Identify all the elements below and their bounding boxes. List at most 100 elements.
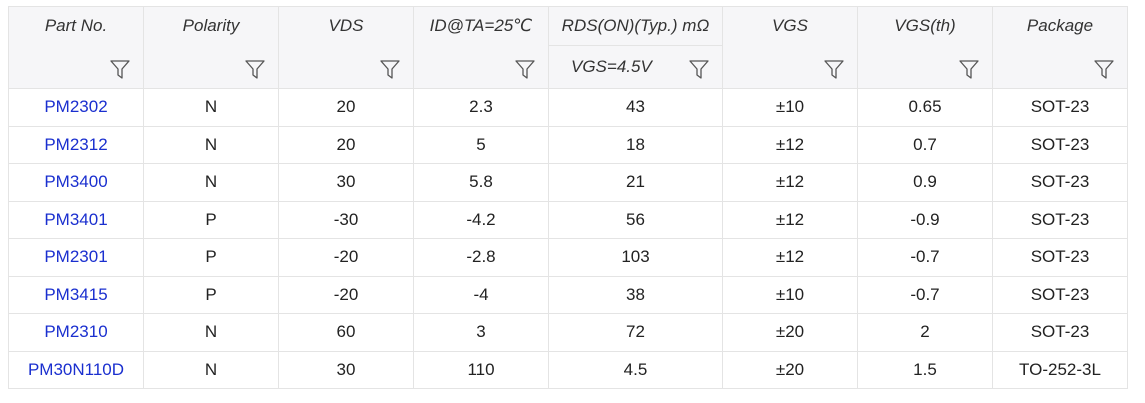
part-link[interactable]: PM2312 xyxy=(44,134,108,154)
table-cell: PM3401 xyxy=(8,200,144,239)
table-cell: -0.9 xyxy=(857,200,993,239)
table-cell: 43 xyxy=(548,88,723,127)
column-subheader: VGS=4.5V xyxy=(548,45,723,89)
filter-icon[interactable] xyxy=(109,58,131,80)
table-row: PM2312 N 20 5 18 ±12 0.7 SOT-23 xyxy=(8,125,1128,164)
part-link[interactable]: PM2301 xyxy=(44,247,108,267)
table-cell: ±12 xyxy=(722,200,858,239)
table-cell: 72 xyxy=(548,313,723,352)
table-cell: ±12 xyxy=(722,125,858,164)
header-text: VGS xyxy=(772,16,808,35)
part-link[interactable]: PM3415 xyxy=(44,284,108,304)
header-row: VGS=4.5V xyxy=(9,45,1128,89)
table-cell: 4.5 xyxy=(548,350,723,389)
table-cell: N xyxy=(143,125,279,164)
table-cell: P xyxy=(143,238,279,277)
table-cell: SOT-23 xyxy=(992,125,1128,164)
part-link[interactable]: PM3400 xyxy=(44,172,108,192)
filter-icon[interactable] xyxy=(958,58,980,80)
table-cell: PM2310 xyxy=(8,313,144,352)
product-table: Part No. Polarity VDS ID@TA=25℃ RDS(ON)(Typ.… xyxy=(8,6,1128,389)
table-cell: 1.5 xyxy=(857,350,993,389)
column-header: VGS xyxy=(722,6,858,89)
table-cell: P xyxy=(143,200,279,239)
table-row: PM2301 P -20 -2.8 103 ±12 -0.7 SOT-23 xyxy=(8,238,1128,277)
header-row: Part No. Polarity VDS ID@TA=25℃ RDS(ON)(Typ.… xyxy=(8,6,1128,89)
table-cell: 2.3 xyxy=(413,88,549,127)
table-cell: 38 xyxy=(548,275,723,314)
table-cell: PM2312 xyxy=(8,125,144,164)
table-cell: 110 xyxy=(413,350,549,389)
table-cell: N xyxy=(143,88,279,127)
table-cell: 5 xyxy=(413,125,549,164)
table-cell: -2.8 xyxy=(413,238,549,277)
header-text: Part No. xyxy=(44,16,108,35)
table-body: PM2302 N 20 2.3 43 ±10 0.65 SOT-23 PM2312 N 20 5 18 ±… xyxy=(8,88,1128,389)
table-cell: TO-252-3L xyxy=(992,350,1128,389)
table-cell: 20 xyxy=(278,88,414,127)
table-cell: SOT-23 xyxy=(992,313,1128,352)
table-cell: 20 xyxy=(278,125,414,164)
header-text: VDS xyxy=(328,16,364,35)
filter-icon[interactable] xyxy=(379,58,401,80)
part-link[interactable]: PM30N110D xyxy=(27,359,125,379)
column-header: VDS xyxy=(278,6,414,89)
table-cell: PM3400 xyxy=(8,163,144,202)
table-cell: SOT-23 xyxy=(992,238,1128,277)
header-text: RDS(ON)(Typ.) mΩ xyxy=(561,16,710,35)
table-cell: -0.7 xyxy=(857,275,993,314)
table-cell: PM3415 xyxy=(8,275,144,314)
filter-icon[interactable] xyxy=(1093,58,1115,80)
part-link[interactable]: PM3401 xyxy=(44,209,108,229)
table-row: PM3415 P -20 -4 38 ±10 -0.7 SOT-23 xyxy=(8,275,1128,314)
filter-icon[interactable] xyxy=(823,58,845,80)
table-cell: PM2301 xyxy=(8,238,144,277)
table-row: PM2302 N 20 2.3 43 ±10 0.65 SOT-23 xyxy=(8,88,1128,127)
column-header: Package xyxy=(992,6,1128,89)
table-cell: 5.8 xyxy=(413,163,549,202)
table-cell: 3 xyxy=(413,313,549,352)
table-row: PM30N110D N 30 110 4.5 ±20 1.5 TO-252-3L xyxy=(8,350,1128,389)
table-cell: SOT-23 xyxy=(992,88,1128,127)
part-link[interactable]: PM2302 xyxy=(44,97,108,117)
table-row: PM2310 N 60 3 72 ±20 2 SOT-23 xyxy=(8,313,1128,352)
table-cell: -0.7 xyxy=(857,238,993,277)
table-cell: P xyxy=(143,275,279,314)
table-cell: -20 xyxy=(278,275,414,314)
table-cell: 30 xyxy=(278,350,414,389)
table-cell: 60 xyxy=(278,313,414,352)
column-header: RDS(ON)(Typ.) mΩ xyxy=(548,6,723,46)
filter-icon[interactable] xyxy=(514,58,536,80)
header-text: Package xyxy=(1026,16,1094,35)
table-cell: ±10 xyxy=(722,275,858,314)
column-header: ID@TA=25℃ xyxy=(413,6,549,89)
table-cell: 0.65 xyxy=(857,88,993,127)
table-cell: 0.9 xyxy=(857,163,993,202)
column-header: VGS(th) xyxy=(857,6,993,89)
header-text: Polarity xyxy=(182,16,240,35)
table-cell: SOT-23 xyxy=(992,275,1128,314)
table-cell: -20 xyxy=(278,238,414,277)
table-cell: N xyxy=(143,163,279,202)
table-row: PM3401 P -30 -4.2 56 ±12 -0.9 SOT-23 xyxy=(8,200,1128,239)
table-cell: 21 xyxy=(548,163,723,202)
table-cell: ±20 xyxy=(722,313,858,352)
table-cell: 30 xyxy=(278,163,414,202)
table-cell: ±12 xyxy=(722,163,858,202)
table-cell: ±12 xyxy=(722,238,858,277)
table-cell: 0.7 xyxy=(857,125,993,164)
table-cell: PM2302 xyxy=(8,88,144,127)
subheader-text: VGS=4.5V xyxy=(571,57,652,76)
table-cell: N xyxy=(143,350,279,389)
table-cell: 18 xyxy=(548,125,723,164)
table-cell: 56 xyxy=(548,200,723,239)
part-link[interactable]: PM2310 xyxy=(44,322,108,342)
header-text: ID@TA=25℃ xyxy=(429,16,533,35)
filter-icon[interactable] xyxy=(244,58,266,80)
table-row: PM3400 N 30 5.8 21 ±12 0.9 SOT-23 xyxy=(8,163,1128,202)
filter-icon[interactable] xyxy=(688,58,710,80)
table-cell: SOT-23 xyxy=(992,200,1128,239)
table-cell: ±10 xyxy=(722,88,858,127)
table-cell: PM30N110D xyxy=(8,350,144,389)
